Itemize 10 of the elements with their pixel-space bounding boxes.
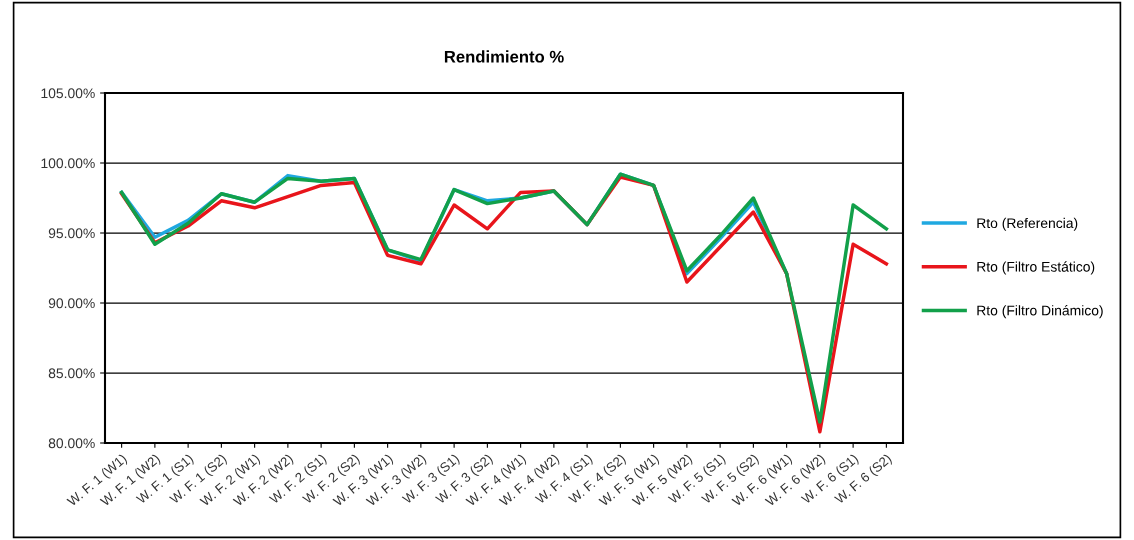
chart-title: Rendimiento % (444, 50, 564, 63)
legend-label: Rto (Filtro Estático) (977, 261, 1095, 275)
y-tick-label: 90.00% (48, 298, 95, 309)
y-tick-label: 95.00% (48, 228, 95, 239)
y-tick-label: 105.00% (41, 88, 95, 99)
legend-label: Rto (Referencia) (977, 217, 1078, 231)
y-tick-label: 85.00% (48, 368, 95, 379)
y-tick-label: 80.00% (48, 438, 95, 449)
legend-label: Rto (Filtro Dinámico) (977, 305, 1103, 319)
y-tick-label: 100.00% (41, 158, 95, 169)
